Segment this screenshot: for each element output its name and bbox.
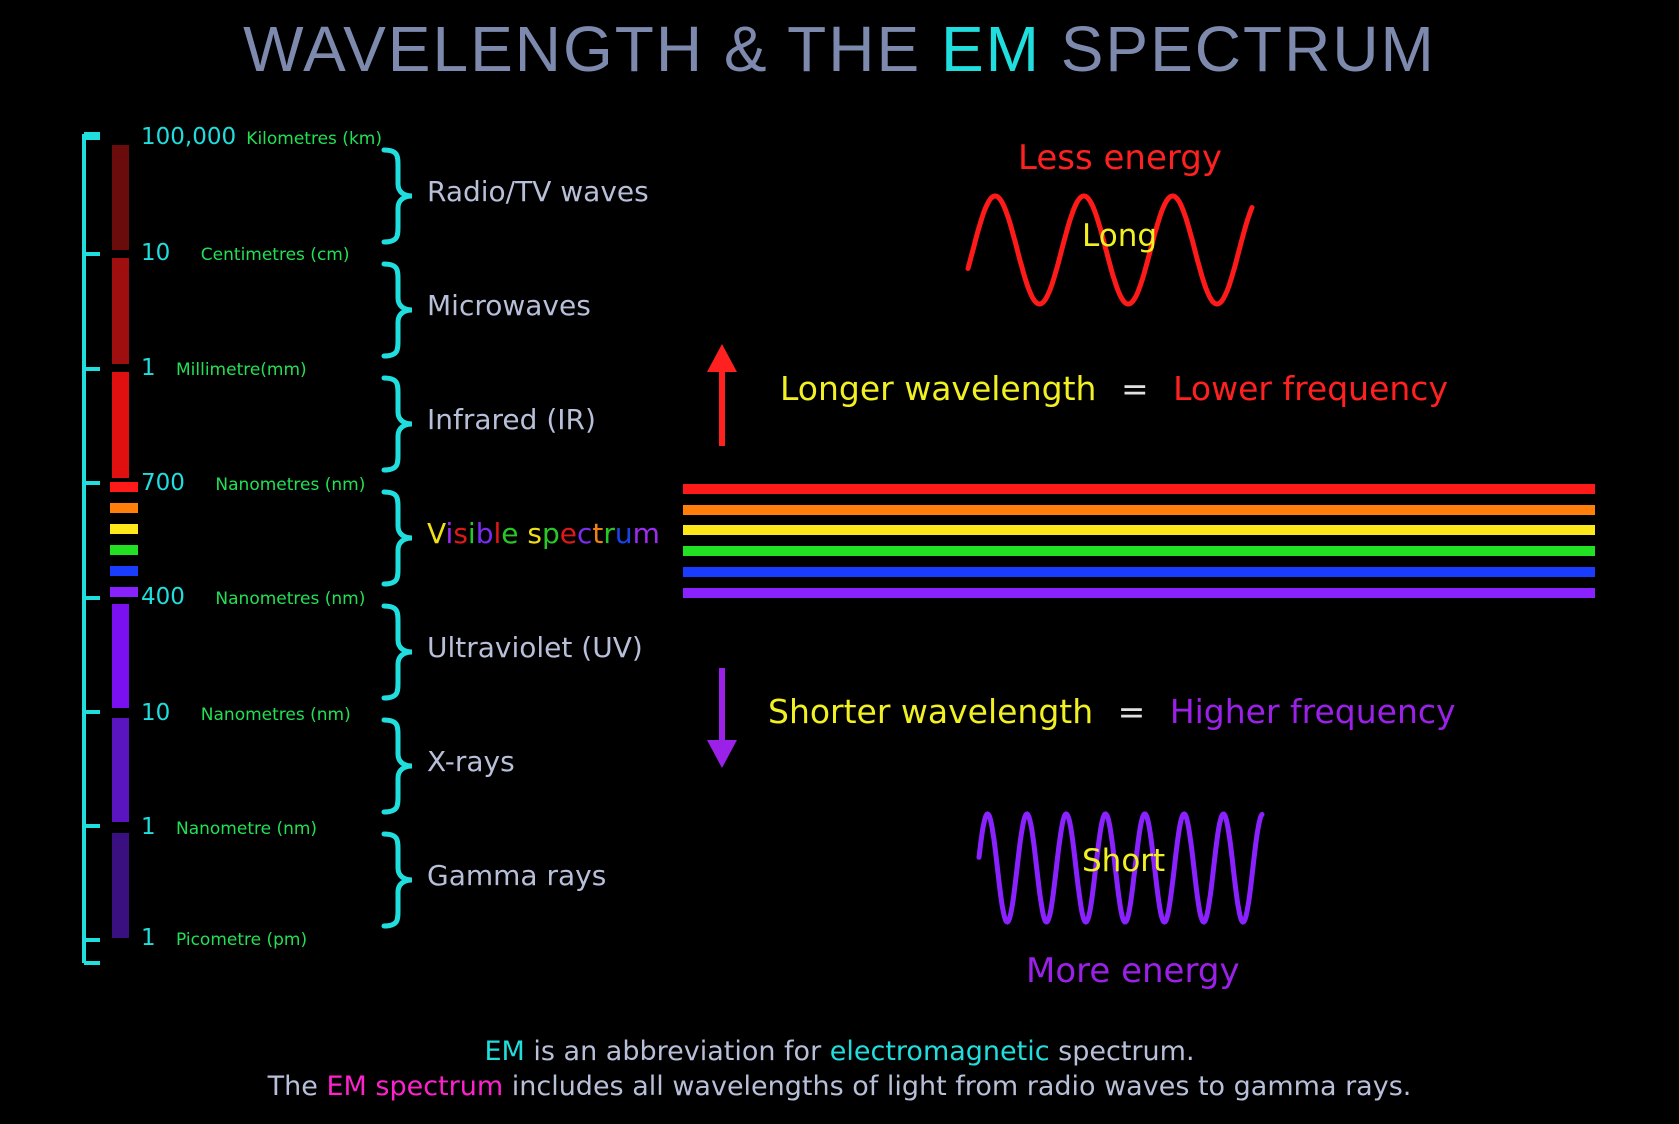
visible-label-letter: c (577, 517, 593, 550)
visible-label-letter: e (501, 517, 519, 550)
visible-label-letter: u (614, 517, 633, 550)
tick-label: 1 Millimetre(mm) (141, 355, 307, 381)
tick-label: 700 Nanometres (nm) (141, 470, 366, 496)
visible-label-letter: b (475, 517, 494, 550)
long-wave (965, 193, 1255, 307)
brace-icon (381, 261, 413, 359)
spectrum-line (683, 525, 1595, 535)
brace-icon (381, 603, 413, 701)
arrow-up-icon (707, 344, 737, 446)
scale-bar (112, 833, 129, 938)
band-label-infrared: Infrared (IR) (427, 403, 596, 436)
less-energy-label: Less energy (1018, 138, 1222, 178)
spectrum-line (683, 546, 1595, 556)
lower-frequency-text: Lower frequency (1173, 369, 1448, 408)
scale-bar (112, 372, 129, 478)
more-energy-label: More energy (1026, 951, 1240, 991)
visible-label-letter: s (453, 517, 468, 550)
tick-label: 10 Nanometres (nm) (141, 700, 351, 726)
tick-label: 100,000 Kilometres (km) (141, 124, 382, 150)
title-em-highlight: EM (940, 13, 1041, 85)
visible-label-letter: V (427, 517, 446, 550)
arrow-down-icon (707, 668, 737, 768)
visible-mini-bar (110, 482, 138, 492)
scale-bar (112, 604, 129, 708)
band-label-microwaves: Microwaves (427, 289, 591, 322)
tick-label: 400 Nanometres (nm) (141, 584, 366, 610)
spectrum-line (683, 588, 1595, 598)
longer-wavelength-text: Longer wavelength (780, 369, 1097, 408)
band-label-visible: Visible spectrum (427, 517, 660, 550)
visible-mini-bar (110, 503, 138, 513)
scale-bar (112, 145, 129, 250)
visible-mini-bar (110, 566, 138, 576)
tick-label: 10 Centimetres (cm) (141, 240, 350, 266)
relation-longer: Longer wavelength = Lower frequency (780, 369, 1448, 408)
visible-mini-bar (110, 524, 138, 534)
tick-label: 1 Nanometre (nm) (141, 814, 318, 840)
brace-icon (381, 147, 413, 245)
visible-mini-bar (110, 587, 138, 597)
brace-icon (381, 489, 413, 587)
page-title: WAVELENGTH & THE EM SPECTRUM (243, 13, 1436, 85)
spectrum-line (683, 484, 1595, 494)
visible-label-letter: t (592, 517, 604, 550)
band-label-radio: Radio/TV waves (427, 175, 649, 208)
visible-mini-bar (110, 545, 138, 555)
brace-icon (381, 831, 413, 929)
relation-shorter: Shorter wavelength = Higher frequency (768, 692, 1456, 731)
visible-label-letter: r (603, 517, 615, 550)
short-label: Short (1082, 843, 1166, 879)
shorter-wavelength-text: Shorter wavelength (768, 692, 1094, 731)
visible-label-letter: s (527, 517, 542, 550)
visible-label-letter: l (493, 517, 502, 550)
visible-label-letter: e (559, 517, 578, 550)
brace-icon (381, 375, 413, 473)
visible-label-letter: i (467, 517, 476, 550)
spectrum-line (683, 567, 1595, 577)
short-wave (976, 811, 1265, 925)
footer-line-2: The EM spectrum includes all wavelengths… (267, 1071, 1412, 1102)
tick-label: 1 Picometre (pm) (141, 925, 308, 951)
band-label-gamma: Gamma rays (427, 859, 607, 892)
band-label-xrays: X-rays (427, 745, 515, 778)
scale-bar (112, 258, 129, 364)
visible-label-letter: i (445, 517, 454, 550)
visible-label-letter: m (632, 517, 660, 550)
visible-label-letter: p (542, 517, 560, 550)
band-label-ultraviolet: Ultraviolet (UV) (427, 631, 643, 664)
long-label: Long (1082, 218, 1158, 254)
scale-bar (112, 718, 129, 822)
brace-icon (381, 717, 413, 815)
higher-frequency-text: Higher frequency (1169, 692, 1456, 731)
footer-line-1: EM is an abbreviation for electromagneti… (484, 1036, 1195, 1067)
spectrum-line (683, 505, 1595, 515)
